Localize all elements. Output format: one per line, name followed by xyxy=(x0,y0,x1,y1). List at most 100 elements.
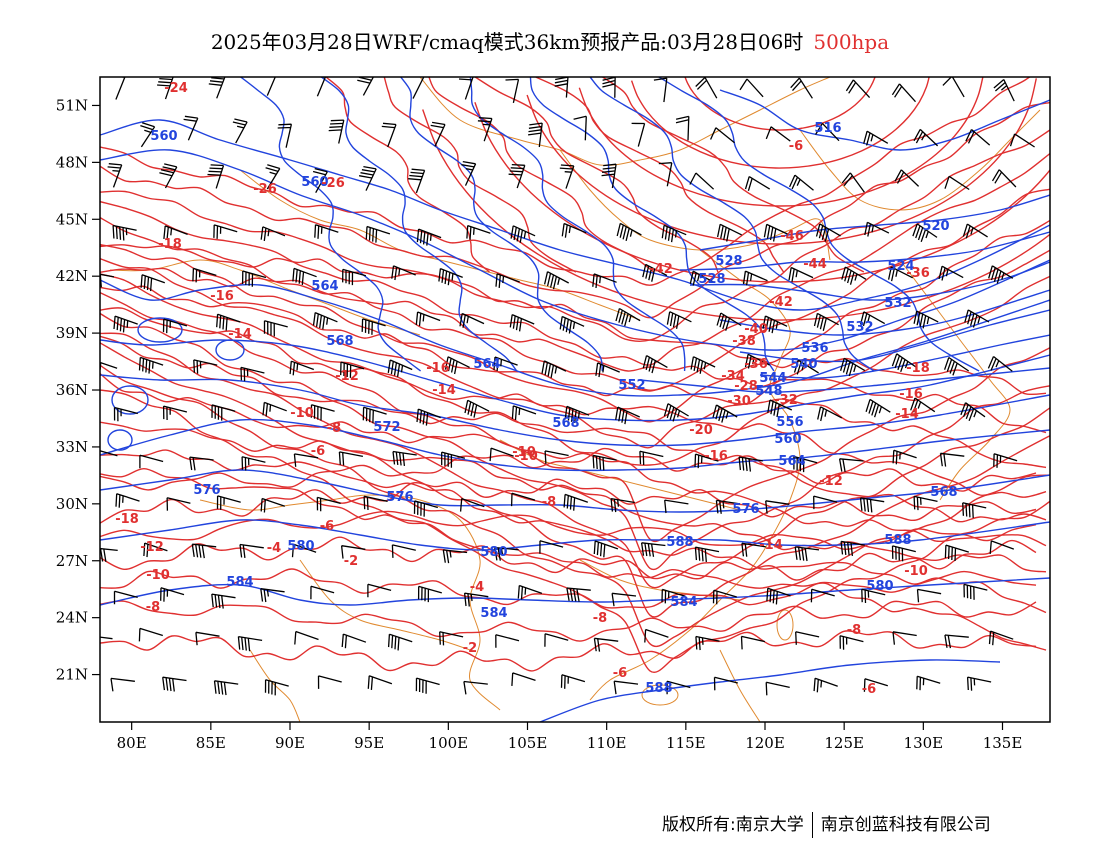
x-tick-label: 95E xyxy=(354,734,384,752)
wind-barb xyxy=(794,546,820,562)
wind-barb xyxy=(892,449,917,465)
wind-barb xyxy=(361,318,386,335)
wind-barb xyxy=(839,357,866,377)
wind-barb xyxy=(138,627,163,642)
wind-barb xyxy=(642,263,668,282)
height-contour xyxy=(100,469,1050,513)
wind-barb xyxy=(391,544,416,558)
height-contour xyxy=(759,334,1050,379)
wind-barb xyxy=(716,312,742,331)
temperature-label: -24 xyxy=(164,81,188,96)
height-label: 584 xyxy=(480,606,507,621)
wind-barb xyxy=(661,224,687,243)
wind-barb xyxy=(993,453,1018,468)
wind-barb xyxy=(891,545,916,562)
temperature-contour xyxy=(100,478,1037,524)
temperature-label: -10 xyxy=(904,564,928,579)
wind-barb xyxy=(859,497,885,513)
x-tick-label: 110E xyxy=(587,734,627,752)
temperature-contour xyxy=(630,77,930,169)
y-tick-label: 48N xyxy=(56,153,88,171)
height-contour xyxy=(658,77,980,372)
height-contour xyxy=(400,77,603,372)
temperature-contour xyxy=(100,188,1050,391)
height-contour xyxy=(469,77,686,372)
temperature-label: -38 xyxy=(732,334,756,349)
wind-barb xyxy=(763,223,789,242)
wind-barb xyxy=(417,585,442,603)
temperature-contour xyxy=(100,129,1050,342)
wind-barb xyxy=(461,160,477,186)
height-label: 568 xyxy=(930,485,957,500)
wind-barb xyxy=(277,123,293,148)
temperature-label: -6 xyxy=(789,139,803,154)
wind-barb xyxy=(767,399,793,418)
wind-barb xyxy=(112,224,137,241)
wind-barb xyxy=(216,495,241,510)
wind-barb xyxy=(561,222,587,238)
height-contour xyxy=(679,231,1050,271)
wind-barb xyxy=(505,78,520,104)
wind-barb xyxy=(554,77,569,98)
temperature-label: -4 xyxy=(470,580,484,595)
wind-barb xyxy=(595,362,620,378)
temperature-label: -12 xyxy=(335,369,359,384)
wind-barb xyxy=(494,546,519,561)
wind-barb xyxy=(740,635,766,650)
temperature-label: -16 xyxy=(899,387,923,402)
wind-barb xyxy=(765,126,791,142)
temperature-label: -42 xyxy=(769,295,793,310)
wind-barb xyxy=(744,353,770,369)
temperature-contour xyxy=(100,536,1037,581)
wind-barb xyxy=(960,402,986,422)
wind-barb xyxy=(663,403,689,422)
wind-barb xyxy=(859,311,886,327)
wind-barb xyxy=(566,587,591,602)
temperature-label: -18 xyxy=(906,361,930,376)
wind-barb xyxy=(189,456,214,471)
temperature-contour xyxy=(578,77,984,207)
temperature-contour xyxy=(383,77,577,273)
height-label: 576 xyxy=(386,490,413,505)
temperature-label: -46 xyxy=(780,229,804,244)
boundary-line xyxy=(239,169,641,321)
wind-barb xyxy=(415,677,440,694)
height-contour xyxy=(215,339,245,361)
wind-barb xyxy=(689,270,715,286)
wind-barb xyxy=(744,176,771,191)
height-label: 568 xyxy=(326,334,353,349)
temperature-contour-labels: -24-26 -26-18-16-14-12-16-14-10-8-6 -10-8-… xyxy=(115,81,930,697)
height-label: 520 xyxy=(922,219,949,234)
wind-barb xyxy=(913,128,939,147)
wind-barb xyxy=(689,172,715,190)
temperature-label: -2 xyxy=(463,641,477,656)
temperature-label: -44 xyxy=(803,257,827,272)
temperature-label: -16 xyxy=(426,361,450,376)
wind-barb xyxy=(463,592,489,607)
footer-separator xyxy=(811,812,813,838)
wind-barb xyxy=(789,174,814,191)
wind-barb xyxy=(260,226,286,241)
wind-barb xyxy=(340,361,365,378)
wind-barb xyxy=(511,405,537,421)
wind-barb xyxy=(593,637,619,652)
temperature-contour xyxy=(100,312,1050,571)
wind-barb xyxy=(493,356,518,372)
wind-barb xyxy=(541,360,567,379)
x-tick-label: 90E xyxy=(275,734,305,752)
temperature-label: -6 xyxy=(320,519,334,534)
wind-barb xyxy=(138,356,164,374)
wind-barb xyxy=(413,500,438,517)
wind-barb xyxy=(162,405,188,421)
height-contour xyxy=(107,429,133,451)
wind-barb xyxy=(616,222,642,242)
height-contour xyxy=(320,77,518,372)
wind-barb xyxy=(342,268,367,286)
wind-barb xyxy=(387,359,413,377)
temperature-label: -6 xyxy=(311,444,325,459)
wind-barb xyxy=(765,681,790,696)
height-label: 580 xyxy=(480,545,507,560)
temperature-label: -6 xyxy=(613,666,627,681)
height-contour xyxy=(100,418,1050,472)
wind-barb xyxy=(260,497,286,513)
